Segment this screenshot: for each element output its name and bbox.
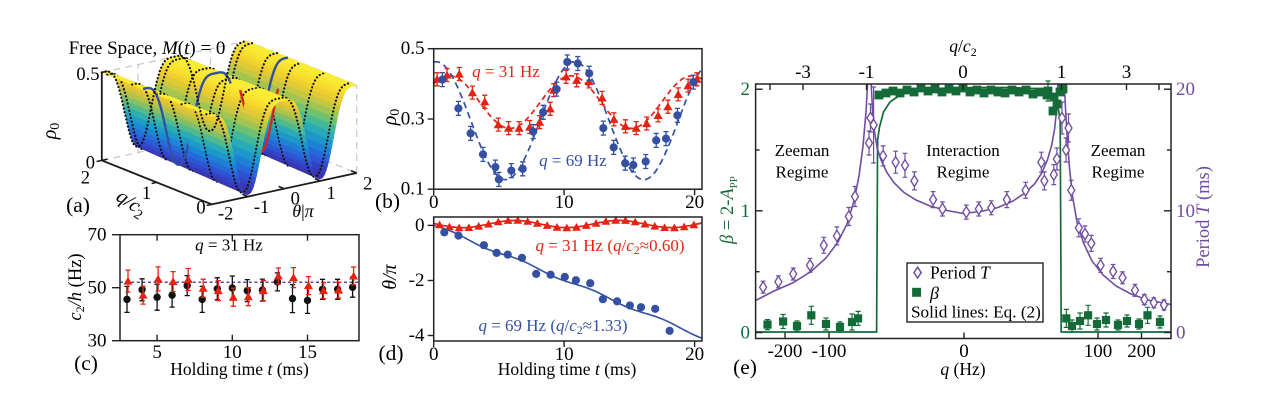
svg-text:(e): (e) bbox=[733, 355, 757, 379]
svg-text:0: 0 bbox=[291, 190, 300, 210]
svg-text:Holding time t (ms): Holding time t (ms) bbox=[498, 359, 637, 379]
svg-text:10: 10 bbox=[1176, 201, 1195, 222]
svg-text:0: 0 bbox=[1176, 323, 1186, 344]
svg-text:q (Hz): q (Hz) bbox=[940, 359, 985, 379]
svg-text:Interaction: Interaction bbox=[926, 141, 1000, 160]
svg-text:0: 0 bbox=[958, 62, 968, 83]
svg-text:-1: -1 bbox=[254, 198, 269, 218]
svg-text:(d): (d) bbox=[378, 341, 403, 365]
svg-text:0: 0 bbox=[415, 215, 425, 236]
svg-text:-2: -2 bbox=[218, 205, 233, 225]
svg-text:Zeeman: Zeeman bbox=[1091, 141, 1146, 160]
svg-text:Solid lines: Eq. (2): Solid lines: Eq. (2) bbox=[911, 303, 1041, 322]
svg-text:0: 0 bbox=[86, 154, 95, 174]
svg-text:1: 1 bbox=[326, 184, 335, 204]
svg-text:θ/π: θ/π bbox=[379, 263, 401, 289]
svg-text:-200: -200 bbox=[768, 341, 803, 362]
svg-text:Period T: Period T bbox=[930, 263, 991, 283]
svg-text:Zeeman: Zeeman bbox=[775, 141, 830, 160]
svg-text:c2/h (Hz): c2/h (Hz) bbox=[66, 253, 87, 320]
svg-text:100: 100 bbox=[1084, 341, 1113, 362]
svg-text:(b): (b) bbox=[375, 189, 400, 213]
svg-text:20: 20 bbox=[1176, 79, 1195, 100]
svg-text:θ|π: θ|π bbox=[292, 201, 314, 221]
svg-text:0: 0 bbox=[429, 192, 439, 213]
svg-text:-3: -3 bbox=[795, 62, 811, 83]
svg-text:10: 10 bbox=[223, 342, 242, 363]
svg-text:0.5: 0.5 bbox=[76, 65, 99, 85]
svg-text:q = 31 Hz (q/c2≈0.60): q = 31 Hz (q/c2≈0.60) bbox=[535, 236, 684, 257]
svg-text:q = 69 Hz (q/c2≈1.33): q = 69 Hz (q/c2≈1.33) bbox=[478, 316, 627, 337]
svg-text:2: 2 bbox=[81, 169, 90, 189]
svg-text:10: 10 bbox=[555, 192, 574, 213]
svg-text:0: 0 bbox=[741, 323, 751, 344]
svg-text:30: 30 bbox=[88, 331, 107, 352]
svg-text:0.3: 0.3 bbox=[401, 109, 425, 130]
svg-text:-2: -2 bbox=[409, 270, 425, 291]
svg-text:10: 10 bbox=[555, 344, 574, 365]
svg-text:2: 2 bbox=[363, 175, 372, 195]
svg-text:20: 20 bbox=[685, 192, 704, 213]
svg-text:50: 50 bbox=[88, 278, 107, 299]
svg-text:20: 20 bbox=[685, 344, 704, 365]
svg-text:q = 31 Hz: q = 31 Hz bbox=[472, 62, 540, 81]
svg-text:q = 69 Hz: q = 69 Hz bbox=[539, 151, 607, 170]
svg-text:15: 15 bbox=[298, 342, 317, 363]
svg-text:1: 1 bbox=[142, 184, 151, 204]
svg-text:-1: -1 bbox=[859, 62, 875, 83]
svg-text:q/c2: q/c2 bbox=[949, 36, 976, 59]
svg-text:0.1: 0.1 bbox=[401, 179, 425, 200]
svg-text:-4: -4 bbox=[409, 325, 425, 346]
svg-text:0: 0 bbox=[429, 344, 439, 365]
svg-text:0.5: 0.5 bbox=[401, 38, 425, 59]
svg-text:(a): (a) bbox=[66, 193, 90, 217]
svg-text:2: 2 bbox=[741, 79, 751, 100]
svg-text:1: 1 bbox=[741, 201, 751, 222]
svg-text:β = 2-APP: β = 2-APP bbox=[718, 176, 740, 245]
svg-text:q = 31 Hz: q = 31 Hz bbox=[195, 236, 263, 255]
svg-text:3: 3 bbox=[1122, 62, 1132, 83]
svg-text:Regime: Regime bbox=[1092, 163, 1145, 182]
svg-text:70: 70 bbox=[88, 225, 107, 246]
svg-text:Holding time t (ms): Holding time t (ms) bbox=[170, 359, 309, 379]
svg-text:0: 0 bbox=[196, 199, 205, 219]
svg-text:200: 200 bbox=[1127, 341, 1156, 362]
svg-text:Period T (ms): Period T (ms) bbox=[1194, 166, 1214, 268]
svg-text:5: 5 bbox=[152, 342, 162, 363]
svg-text:0: 0 bbox=[959, 341, 969, 362]
svg-text:(c): (c) bbox=[74, 351, 98, 375]
svg-text:Free Space, M(t) = 0: Free Space, M(t) = 0 bbox=[69, 38, 226, 59]
svg-text:1: 1 bbox=[1057, 62, 1067, 83]
svg-text:Regime: Regime bbox=[937, 163, 990, 182]
svg-text:β: β bbox=[929, 283, 939, 303]
svg-text:Regime: Regime bbox=[776, 163, 829, 182]
svg-text:-100: -100 bbox=[812, 341, 847, 362]
